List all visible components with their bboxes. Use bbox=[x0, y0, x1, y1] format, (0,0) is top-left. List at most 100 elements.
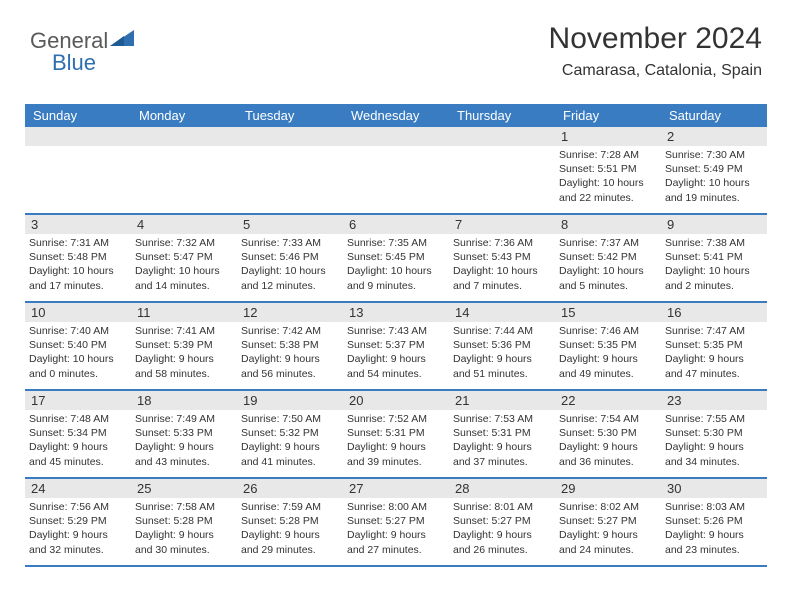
sunset-line: Sunset: 5:32 PM bbox=[241, 426, 339, 440]
day-cell bbox=[25, 127, 131, 213]
day-number bbox=[131, 127, 237, 146]
sunset-line: Sunset: 5:38 PM bbox=[241, 338, 339, 352]
day-cell: 19Sunrise: 7:50 AMSunset: 5:32 PMDayligh… bbox=[237, 391, 343, 477]
day-cell: 6Sunrise: 7:35 AMSunset: 5:45 PMDaylight… bbox=[343, 215, 449, 301]
daylight-line2: and 37 minutes. bbox=[453, 455, 551, 469]
day-number: 7 bbox=[449, 215, 555, 234]
week-row: 1Sunrise: 7:28 AMSunset: 5:51 PMDaylight… bbox=[25, 127, 767, 215]
daylight-line1: Daylight: 9 hours bbox=[347, 352, 445, 366]
sunrise-line: Sunrise: 8:00 AM bbox=[347, 500, 445, 514]
daylight-line2: and 27 minutes. bbox=[347, 543, 445, 557]
sunrise-line: Sunrise: 7:31 AM bbox=[29, 236, 127, 250]
weeks-container: 1Sunrise: 7:28 AMSunset: 5:51 PMDaylight… bbox=[25, 127, 767, 567]
day-number: 22 bbox=[555, 391, 661, 410]
day-details: Sunrise: 7:54 AMSunset: 5:30 PMDaylight:… bbox=[555, 410, 661, 471]
daylight-line1: Daylight: 9 hours bbox=[241, 440, 339, 454]
daylight-line1: Daylight: 9 hours bbox=[29, 528, 127, 542]
sunrise-line: Sunrise: 7:55 AM bbox=[665, 412, 763, 426]
sunset-line: Sunset: 5:30 PM bbox=[665, 426, 763, 440]
day-cell: 14Sunrise: 7:44 AMSunset: 5:36 PMDayligh… bbox=[449, 303, 555, 389]
sunset-line: Sunset: 5:41 PM bbox=[665, 250, 763, 264]
daylight-line2: and 0 minutes. bbox=[29, 367, 127, 381]
day-number: 3 bbox=[25, 215, 131, 234]
sunset-line: Sunset: 5:27 PM bbox=[347, 514, 445, 528]
sunset-line: Sunset: 5:42 PM bbox=[559, 250, 657, 264]
day-details: Sunrise: 7:59 AMSunset: 5:28 PMDaylight:… bbox=[237, 498, 343, 559]
day-cell: 26Sunrise: 7:59 AMSunset: 5:28 PMDayligh… bbox=[237, 479, 343, 565]
sunrise-line: Sunrise: 7:33 AM bbox=[241, 236, 339, 250]
sunset-line: Sunset: 5:35 PM bbox=[559, 338, 657, 352]
daylight-line1: Daylight: 9 hours bbox=[665, 528, 763, 542]
daylight-line2: and 9 minutes. bbox=[347, 279, 445, 293]
day-cell bbox=[131, 127, 237, 213]
day-cell: 2Sunrise: 7:30 AMSunset: 5:49 PMDaylight… bbox=[661, 127, 767, 213]
sunrise-line: Sunrise: 7:43 AM bbox=[347, 324, 445, 338]
weekday-header: Saturday bbox=[661, 104, 767, 127]
day-number: 15 bbox=[555, 303, 661, 322]
daylight-line1: Daylight: 9 hours bbox=[29, 440, 127, 454]
week-row: 10Sunrise: 7:40 AMSunset: 5:40 PMDayligh… bbox=[25, 303, 767, 391]
day-number: 20 bbox=[343, 391, 449, 410]
day-cell: 12Sunrise: 7:42 AMSunset: 5:38 PMDayligh… bbox=[237, 303, 343, 389]
day-cell: 9Sunrise: 7:38 AMSunset: 5:41 PMDaylight… bbox=[661, 215, 767, 301]
day-cell: 4Sunrise: 7:32 AMSunset: 5:47 PMDaylight… bbox=[131, 215, 237, 301]
day-cell: 18Sunrise: 7:49 AMSunset: 5:33 PMDayligh… bbox=[131, 391, 237, 477]
daylight-line1: Daylight: 9 hours bbox=[665, 440, 763, 454]
weekday-header: Friday bbox=[555, 104, 661, 127]
day-number bbox=[449, 127, 555, 146]
day-cell: 17Sunrise: 7:48 AMSunset: 5:34 PMDayligh… bbox=[25, 391, 131, 477]
day-number: 1 bbox=[555, 127, 661, 146]
sunset-line: Sunset: 5:40 PM bbox=[29, 338, 127, 352]
day-cell bbox=[449, 127, 555, 213]
sunset-line: Sunset: 5:34 PM bbox=[29, 426, 127, 440]
sunrise-line: Sunrise: 7:47 AM bbox=[665, 324, 763, 338]
day-details: Sunrise: 7:42 AMSunset: 5:38 PMDaylight:… bbox=[237, 322, 343, 383]
day-cell: 23 Sunrise: 7:55 AMSunset: 5:30 PMDayligh… bbox=[661, 391, 767, 477]
day-details: Sunrise: 7:37 AMSunset: 5:42 PMDaylight:… bbox=[555, 234, 661, 295]
day-number: 23 bbox=[661, 391, 767, 410]
sunset-line: Sunset: 5:31 PM bbox=[453, 426, 551, 440]
sunrise-line: Sunrise: 7:35 AM bbox=[347, 236, 445, 250]
daylight-line1: Daylight: 10 hours bbox=[135, 264, 233, 278]
day-number bbox=[237, 127, 343, 146]
day-number: 16 bbox=[661, 303, 767, 322]
header-right: November 2024 Camarasa, Catalonia, Spain bbox=[549, 22, 762, 80]
day-cell: 20Sunrise: 7:52 AMSunset: 5:31 PMDayligh… bbox=[343, 391, 449, 477]
daylight-line2: and 26 minutes. bbox=[453, 543, 551, 557]
daylight-line1: Daylight: 9 hours bbox=[559, 528, 657, 542]
daylight-line1: Daylight: 10 hours bbox=[453, 264, 551, 278]
day-details: Sunrise: 8:02 AMSunset: 5:27 PMDaylight:… bbox=[555, 498, 661, 559]
day-number: 27 bbox=[343, 479, 449, 498]
daylight-line2: and 39 minutes. bbox=[347, 455, 445, 469]
sunrise-line: Sunrise: 7:36 AM bbox=[453, 236, 551, 250]
day-number: 19 bbox=[237, 391, 343, 410]
day-details: Sunrise: 7:58 AMSunset: 5:28 PMDaylight:… bbox=[131, 498, 237, 559]
daylight-line1: Daylight: 9 hours bbox=[241, 528, 339, 542]
daylight-line2: and 17 minutes. bbox=[29, 279, 127, 293]
sunrise-line: Sunrise: 7:41 AM bbox=[135, 324, 233, 338]
sunrise-line: Sunrise: 8:03 AM bbox=[665, 500, 763, 514]
sunrise-line: Sunrise: 7:59 AM bbox=[241, 500, 339, 514]
sunset-line: Sunset: 5:27 PM bbox=[559, 514, 657, 528]
day-number: 21 bbox=[449, 391, 555, 410]
daylight-line1: Daylight: 9 hours bbox=[347, 528, 445, 542]
day-number bbox=[25, 127, 131, 146]
sunrise-line: Sunrise: 7:48 AM bbox=[29, 412, 127, 426]
daylight-line1: Daylight: 9 hours bbox=[241, 352, 339, 366]
sunrise-line: Sunrise: 7:37 AM bbox=[559, 236, 657, 250]
sunset-line: Sunset: 5:37 PM bbox=[347, 338, 445, 352]
day-number: 11 bbox=[131, 303, 237, 322]
day-cell: 5Sunrise: 7:33 AMSunset: 5:46 PMDaylight… bbox=[237, 215, 343, 301]
daylight-line1: Daylight: 10 hours bbox=[347, 264, 445, 278]
day-details: Sunrise: 8:00 AMSunset: 5:27 PMDaylight:… bbox=[343, 498, 449, 559]
day-number: 6 bbox=[343, 215, 449, 234]
day-cell: 28Sunrise: 8:01 AMSunset: 5:27 PMDayligh… bbox=[449, 479, 555, 565]
sunrise-line: Sunrise: 7:38 AM bbox=[665, 236, 763, 250]
day-details: Sunrise: 8:03 AMSunset: 5:26 PMDaylight:… bbox=[661, 498, 767, 559]
daylight-line1: Daylight: 10 hours bbox=[241, 264, 339, 278]
day-number: 12 bbox=[237, 303, 343, 322]
day-cell: 3Sunrise: 7:31 AMSunset: 5:48 PMDaylight… bbox=[25, 215, 131, 301]
day-number: 25 bbox=[131, 479, 237, 498]
day-cell: 10Sunrise: 7:40 AMSunset: 5:40 PMDayligh… bbox=[25, 303, 131, 389]
daylight-line2: and 32 minutes. bbox=[29, 543, 127, 557]
